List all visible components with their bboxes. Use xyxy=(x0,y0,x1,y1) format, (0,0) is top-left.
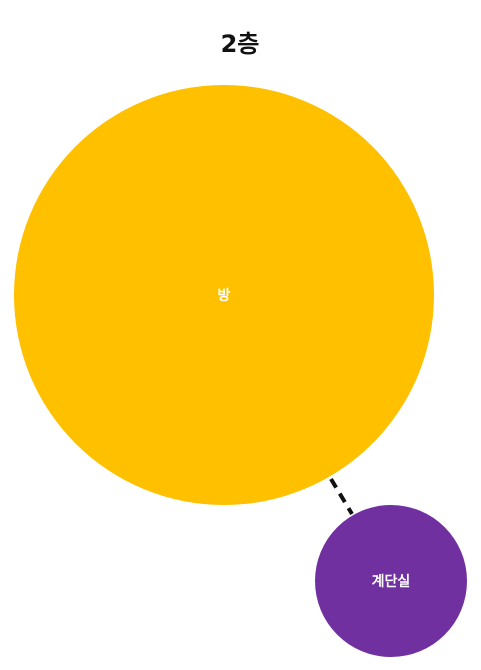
connector-room-stairwell xyxy=(329,477,354,516)
node-stairwell-label: 계단실 xyxy=(372,573,411,590)
diagram-title: 2층 xyxy=(221,30,260,58)
node-room[interactable] xyxy=(14,85,434,505)
node-stairwell[interactable] xyxy=(315,505,467,657)
node-room-label: 방 xyxy=(218,287,231,304)
